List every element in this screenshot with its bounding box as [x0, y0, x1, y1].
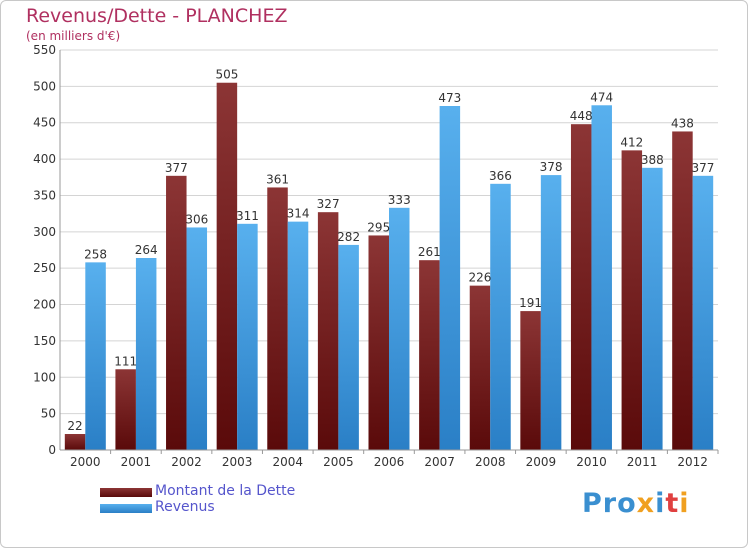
data-label-debt: 22 — [67, 419, 82, 433]
bar-debt-2001 — [115, 369, 136, 450]
data-label-revenus: 311 — [236, 209, 259, 223]
data-label-debt: 377 — [165, 161, 188, 175]
x-tick-label: 2004 — [272, 455, 303, 469]
x-tick-label: 2001 — [121, 455, 152, 469]
data-label-debt: 448 — [570, 109, 593, 123]
data-label-debt: 361 — [266, 172, 289, 186]
bar-revenus-2003 — [237, 223, 258, 450]
x-tick-label: 2009 — [526, 455, 557, 469]
x-tick-label: 2006 — [374, 455, 405, 469]
data-label-debt: 111 — [114, 354, 137, 368]
y-tick-label: 50 — [41, 407, 56, 421]
data-label-revenus: 388 — [641, 153, 664, 167]
legend-swatch-debt — [100, 488, 152, 497]
chart-title: Revenus/Dette - PLANCHEZ — [26, 5, 288, 27]
data-label-revenus: 333 — [388, 193, 411, 207]
x-tick-label: 2002 — [171, 455, 202, 469]
x-tick-label: 2011 — [627, 455, 658, 469]
legend-label-debt: Montant de la Dette — [155, 483, 296, 499]
legend-label-revenus: Revenus — [155, 499, 215, 515]
bar-revenus-2012 — [692, 175, 714, 450]
data-label-revenus: 473 — [438, 91, 461, 105]
bar-debt-2005 — [317, 212, 339, 450]
bar-revenus-2002 — [186, 227, 208, 450]
data-label-revenus: 314 — [287, 207, 310, 221]
data-label-revenus: 282 — [337, 230, 360, 244]
bar-debt-2009 — [520, 311, 541, 450]
x-tick-label: 2012 — [677, 455, 708, 469]
x-tick-label: 2007 — [424, 455, 455, 469]
bar-debt-2010 — [570, 124, 592, 450]
logo-part: i — [679, 488, 690, 519]
bar-revenus-2004 — [287, 221, 309, 450]
bar-debt-2011 — [621, 150, 643, 450]
data-label-debt: 327 — [317, 197, 340, 211]
data-label-debt: 412 — [620, 135, 643, 149]
bar-revenus-2000 — [85, 262, 106, 450]
y-tick-label: 0 — [48, 443, 56, 457]
y-tick-label: 250 — [33, 261, 56, 275]
y-tick-label: 400 — [33, 152, 56, 166]
logo-part: x — [636, 488, 656, 519]
bar-revenus-2001 — [135, 258, 157, 450]
y-tick-label: 550 — [33, 43, 56, 57]
legend-swatch-revenus — [100, 504, 152, 513]
data-label-revenus: 378 — [540, 160, 563, 174]
bar-debt-2006 — [368, 235, 389, 450]
x-tick-label: 2008 — [475, 455, 506, 469]
data-label-debt: 438 — [671, 116, 694, 130]
chart-subtitle: (en milliers d'€) — [26, 29, 121, 43]
data-label-debt: 226 — [469, 271, 492, 285]
y-tick-label: 450 — [33, 116, 56, 130]
x-tick-label: 2005 — [323, 455, 354, 469]
bar-revenus-2009 — [540, 175, 562, 450]
data-label-debt: 295 — [367, 220, 390, 234]
data-label-debt: 505 — [215, 68, 238, 82]
y-tick-label: 200 — [33, 298, 56, 312]
logo-part: t — [665, 488, 680, 519]
bar-revenus-2006 — [389, 207, 410, 450]
data-label-debt: 261 — [418, 245, 441, 259]
bar-debt-2007 — [419, 260, 440, 450]
y-tick-label: 100 — [33, 370, 56, 384]
bar-revenus-2010 — [591, 105, 612, 450]
bar-debt-2000 — [64, 434, 86, 450]
proxiti-logo: Proxiti — [582, 488, 690, 519]
y-tick-label: 150 — [33, 334, 56, 348]
bar-debt-2002 — [166, 175, 187, 450]
data-label-revenus: 258 — [84, 247, 107, 261]
data-label-revenus: 474 — [590, 90, 613, 104]
bar-debt-2004 — [267, 187, 288, 451]
y-tick-label: 350 — [33, 188, 56, 202]
data-label-debt: 191 — [519, 296, 542, 310]
data-label-revenus: 264 — [135, 243, 158, 257]
y-tick-label: 500 — [33, 79, 56, 93]
y-tick-label: 300 — [33, 225, 56, 239]
x-tick-label: 2010 — [576, 455, 607, 469]
logo-part: i — [655, 488, 666, 519]
bar-debt-2008 — [469, 285, 491, 450]
bar-revenus-2011 — [642, 167, 663, 450]
data-label-revenus: 306 — [185, 212, 208, 226]
data-label-revenus: 377 — [691, 161, 714, 175]
bar-revenus-2007 — [439, 106, 461, 450]
data-label-revenus: 366 — [489, 169, 512, 183]
bar-debt-2012 — [672, 131, 693, 451]
bar-debt-2003 — [216, 82, 238, 451]
x-tick-label: 2003 — [222, 455, 253, 469]
x-tick-label: 2000 — [70, 455, 101, 469]
logo-part: Pro — [582, 488, 637, 519]
bar-revenus-2008 — [490, 183, 511, 450]
bar-revenus-2005 — [338, 244, 359, 450]
